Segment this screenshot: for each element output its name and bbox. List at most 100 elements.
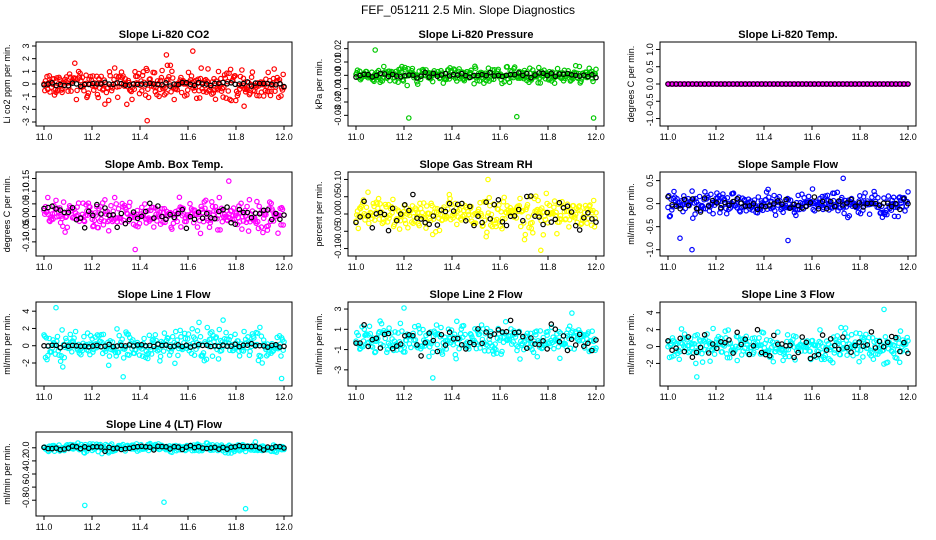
data-point <box>699 359 706 365</box>
data-point <box>363 204 370 211</box>
data-point <box>178 89 185 96</box>
x-tick-label: 12.0 <box>899 392 917 402</box>
data-point <box>484 325 490 332</box>
data-point-black <box>212 215 218 222</box>
x-tick-label: 11.8 <box>540 132 557 142</box>
outlier-point <box>278 375 285 382</box>
data-point-black <box>57 344 64 351</box>
data-point <box>584 220 590 227</box>
data-point-black <box>852 203 858 210</box>
y-tick-label: -0.10 <box>333 238 343 259</box>
data-point <box>275 230 281 237</box>
y-tick-label: 0 <box>645 344 655 349</box>
data-point-black <box>576 227 583 233</box>
chart-panel: Slope Line 4 (LT) Flow ml/min per min. 11.… <box>2 419 293 532</box>
data-point <box>91 217 98 224</box>
x-tick-label: 11.8 <box>228 522 245 532</box>
data-point <box>200 350 207 356</box>
data-point <box>278 93 284 99</box>
plot-frame <box>347 41 605 127</box>
data-point <box>710 325 716 332</box>
data-point <box>559 198 565 205</box>
x-tick-label: 12.0 <box>275 392 293 402</box>
data-point <box>436 227 443 234</box>
data-point <box>265 223 272 229</box>
data-point <box>74 87 80 94</box>
data-point <box>838 324 844 331</box>
data-point-black <box>515 206 522 213</box>
chart-panel: Slope Gas Stream RH percent per min. 11.0 1… <box>314 159 605 272</box>
data-point <box>390 196 396 203</box>
data-point-black <box>536 214 542 220</box>
data-point <box>209 199 215 205</box>
data-point <box>216 194 223 201</box>
data-point-black <box>155 203 161 209</box>
data-point <box>692 211 698 217</box>
data-point <box>551 198 558 204</box>
data-point <box>212 203 219 210</box>
data-point <box>169 68 175 75</box>
outlier-point <box>226 178 232 184</box>
data-point <box>439 351 446 358</box>
data-point <box>524 201 531 208</box>
data-point <box>257 353 264 360</box>
data-point-black <box>544 209 551 216</box>
data-point-black <box>884 200 891 207</box>
y-tick-label: -3 <box>333 366 343 374</box>
data-point-black <box>730 198 736 205</box>
data-point-black <box>738 200 745 207</box>
data-point <box>206 224 213 231</box>
data-point <box>420 326 426 333</box>
data-point <box>152 331 159 338</box>
plot-frame <box>35 301 293 387</box>
data-point <box>280 71 287 78</box>
outlier-point <box>513 113 520 120</box>
y-tick-label: 0.00 <box>333 67 343 85</box>
data-point <box>162 219 168 226</box>
data-point <box>188 73 195 79</box>
data-point <box>204 78 211 85</box>
data-point-black <box>564 203 571 210</box>
data-point-black <box>901 196 907 202</box>
chart-panel: Slope Line 3 Flow ml/min per min. 11.0 11.2… <box>626 289 917 402</box>
data-point-black <box>491 201 498 208</box>
data-point <box>577 207 584 214</box>
data-point-black <box>491 331 498 337</box>
x-tick-label: 11.6 <box>804 262 821 272</box>
data-point <box>367 330 374 337</box>
data-point <box>478 212 485 219</box>
data-point <box>61 354 68 361</box>
data-point-black <box>593 219 599 225</box>
data-point <box>378 320 385 327</box>
data-point <box>434 341 441 348</box>
y-tick-label: 2 <box>645 327 655 332</box>
data-point <box>208 84 214 91</box>
y-axis-label: ml/min per min. <box>626 313 636 375</box>
data-point <box>81 218 88 225</box>
data-point-black <box>665 194 671 200</box>
data-point <box>198 65 205 71</box>
outlier-point <box>537 247 544 254</box>
data-point-black <box>85 208 92 215</box>
data-point <box>718 202 725 209</box>
data-point-black <box>897 206 903 213</box>
y-axis-label: ml/min per min. <box>2 313 12 375</box>
x-tick-label: 12.0 <box>275 132 293 142</box>
data-point-black <box>705 203 712 209</box>
data-point <box>139 353 146 360</box>
x-tick-label: 11.8 <box>540 392 557 402</box>
data-point <box>587 202 593 208</box>
data-point-black <box>232 341 239 348</box>
data-point-black <box>268 216 275 223</box>
data-point <box>56 352 62 359</box>
x-tick-label: 12.0 <box>275 262 293 272</box>
data-point-black <box>876 202 883 209</box>
data-point <box>63 74 70 80</box>
data-point <box>355 225 362 232</box>
data-point <box>460 322 467 329</box>
data-point <box>191 352 198 359</box>
data-point <box>856 358 862 365</box>
data-point <box>156 93 162 100</box>
data-point <box>534 206 541 213</box>
data-point-black <box>277 216 283 223</box>
